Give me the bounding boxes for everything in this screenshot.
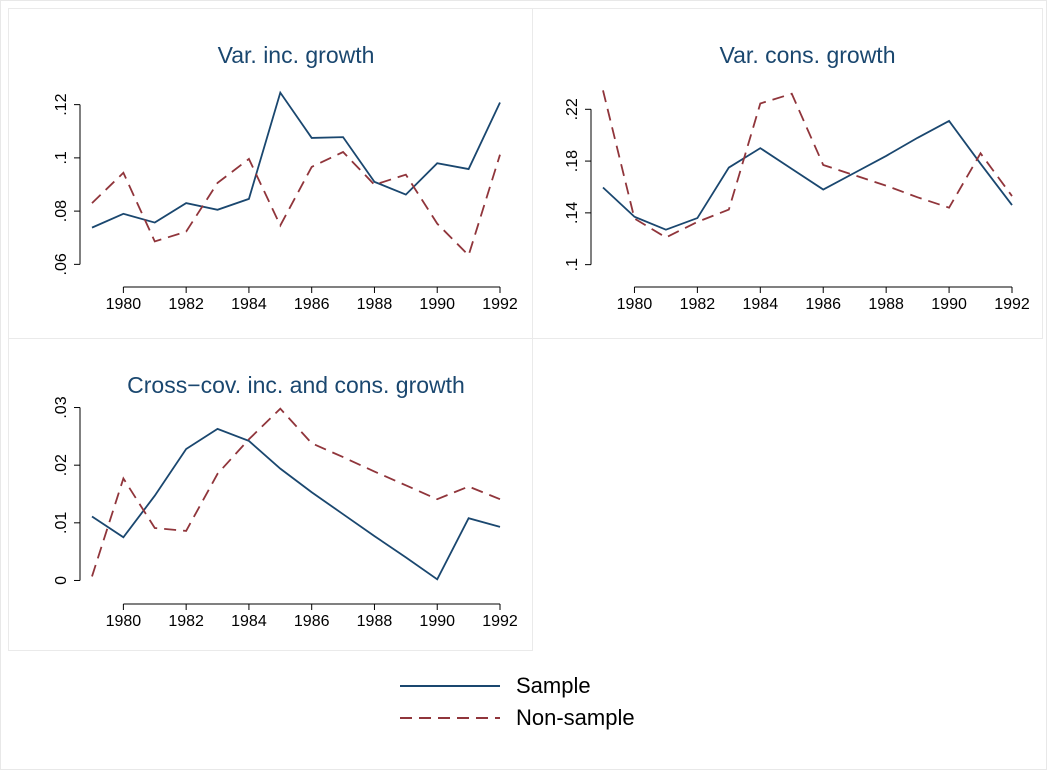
legend-label: Non-sample	[516, 705, 635, 730]
legend: Sample Non-sample	[400, 673, 635, 730]
y-tick-label: .02	[53, 454, 70, 476]
series-line	[602, 90, 1013, 239]
x-tick-label: 1990	[419, 296, 455, 313]
y-tick-label: .01	[53, 512, 70, 534]
x-tick-label: 1986	[294, 296, 330, 313]
y-tick-label: .18	[564, 150, 581, 172]
y-tick-label: .03	[53, 396, 70, 418]
panel-frame	[532, 8, 1043, 339]
panel: Var. cons. growth .1 .14 .18 .22 1980 1982 1984…	[532, 8, 1043, 339]
series-line	[91, 150, 501, 257]
series-line	[91, 90, 501, 229]
y-tick-label: .12	[53, 93, 70, 115]
y-tick-label: .14	[564, 202, 581, 224]
x-tick-label: 1980	[617, 296, 653, 313]
x-tick-label: 1986	[294, 613, 330, 630]
x-tick-label: 1988	[868, 296, 904, 313]
x-tick-label: 1982	[168, 296, 204, 313]
x-tick-label: 1992	[482, 296, 518, 313]
y-tick-label: .1	[564, 258, 581, 271]
legend-label: Sample	[516, 673, 591, 698]
x-tick-label: 1982	[680, 296, 716, 313]
x-tick-label: 1984	[231, 296, 267, 313]
panel: Cross−cov. inc. and cons. growth 0 .01 .02.…	[8, 338, 533, 651]
panel-title: Cross−cov. inc. and cons. growth	[127, 372, 465, 398]
x-tick-label: 1992	[482, 613, 518, 630]
series-line	[91, 427, 501, 581]
x-tick-label: 1984	[231, 613, 267, 630]
x-tick-label: 1980	[106, 613, 142, 630]
x-tick-label: 1982	[168, 613, 204, 630]
y-tick-label: .1	[53, 151, 70, 164]
x-tick-label: 1992	[994, 296, 1030, 313]
panel-title: Var. cons. growth	[720, 42, 896, 68]
x-tick-label: 1986	[805, 296, 841, 313]
x-tick-label: 1980	[106, 296, 142, 313]
x-tick-label: 1984	[743, 296, 779, 313]
panel-title: Var. inc. growth	[218, 42, 375, 68]
x-tick-label: 1988	[357, 296, 393, 313]
y-tick-label: 0	[53, 576, 70, 585]
series-line	[602, 119, 1013, 231]
y-tick-label: .22	[564, 98, 581, 120]
x-tick-label: 1988	[357, 613, 393, 630]
series-line	[91, 407, 501, 577]
y-tick-label: .06	[53, 253, 70, 275]
x-tick-label: 1990	[931, 296, 967, 313]
x-tick-label: 1990	[419, 613, 455, 630]
panel-frame	[8, 338, 533, 651]
y-tick-label: .08	[53, 200, 70, 222]
